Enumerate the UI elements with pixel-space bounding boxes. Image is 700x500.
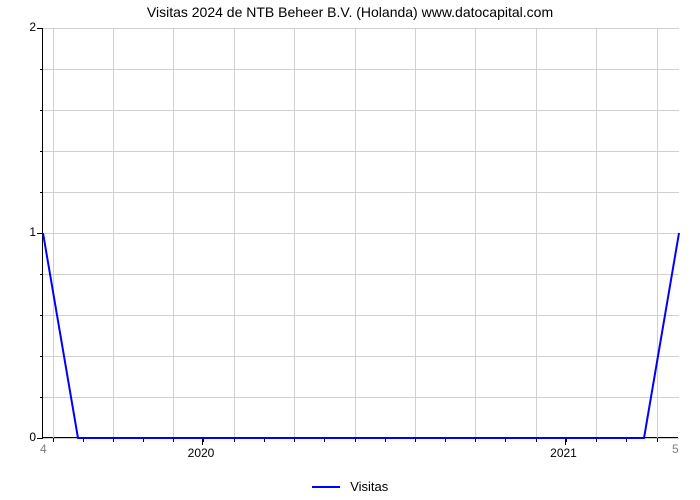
y-tick-label: 1 <box>6 225 36 239</box>
y-tick-label: 0 <box>6 430 36 444</box>
y-tick <box>37 438 43 439</box>
series-line <box>43 28 679 438</box>
x-tick <box>565 438 566 445</box>
x-minor-tick <box>657 438 658 442</box>
legend-text: Visitas <box>350 479 388 494</box>
plot-area <box>42 28 678 438</box>
legend-line <box>312 486 340 488</box>
y-tick-label: 2 <box>6 20 36 34</box>
legend: Visitas <box>0 478 700 496</box>
corner-label-left: 4 <box>40 442 47 456</box>
x-tick-label: 2021 <box>550 446 577 460</box>
chart-container: Visitas 2024 de NTB Beheer B.V. (Holanda… <box>0 0 700 500</box>
x-tick <box>202 438 203 445</box>
chart-title: Visitas 2024 de NTB Beheer B.V. (Holanda… <box>0 4 700 20</box>
x-minor-tick <box>53 438 54 442</box>
corner-label-right: 5 <box>672 442 679 456</box>
x-tick-label: 2020 <box>188 446 215 460</box>
